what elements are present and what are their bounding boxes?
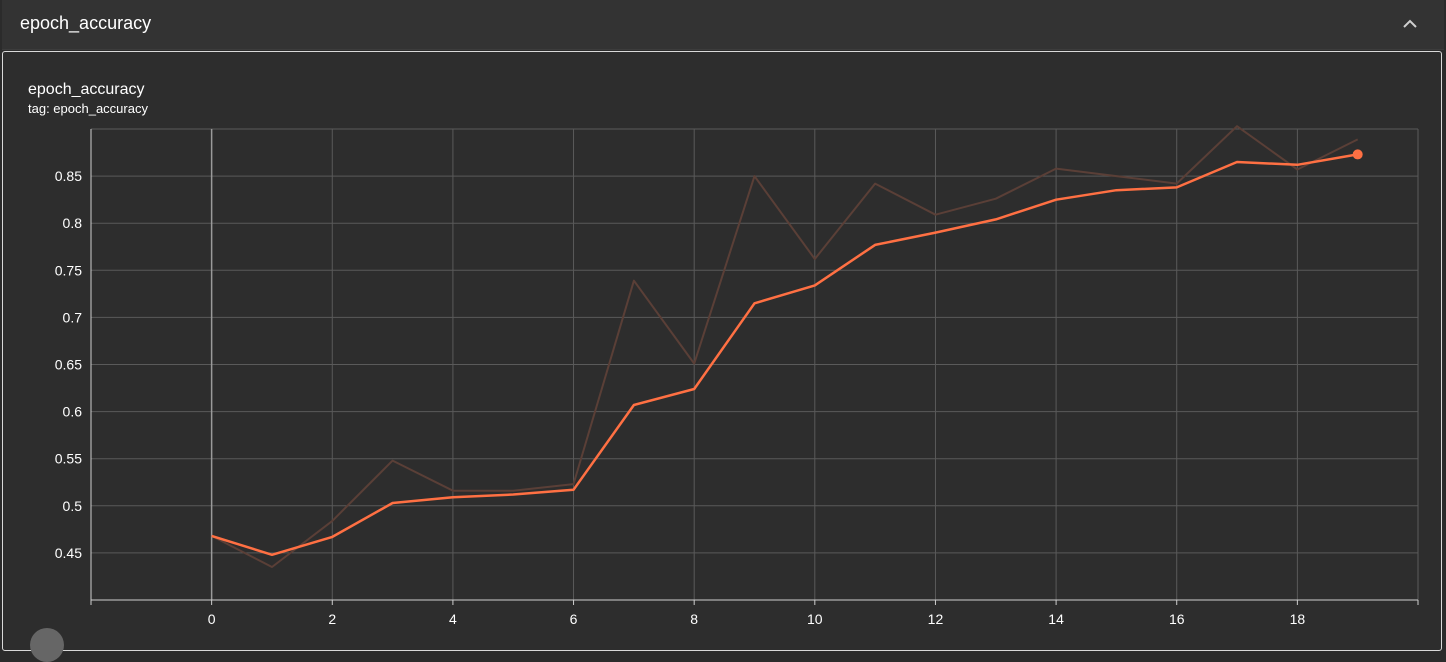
line-chart[interactable]: 0.45 0.5 0.55 0.6 0.65 0.7 0.75 0.8 0.85 0 2 4 6 8 10 1…: [0, 0, 1446, 633]
y-tick-label: 0.55: [55, 451, 82, 467]
y-tick-label: 0.75: [55, 262, 82, 278]
section-header: epoch_accuracy: [2, 0, 1444, 50]
y-tick-label: 0.8: [63, 215, 83, 231]
avatar[interactable]: [30, 628, 64, 662]
y-tick-label: 0.65: [55, 357, 82, 373]
x-tick-label: 16: [1169, 611, 1185, 627]
x-tick-label: 14: [1048, 611, 1064, 627]
x-tick-label: 12: [928, 611, 944, 627]
x-tick-label: 4: [449, 611, 457, 627]
x-tick-label: 8: [690, 611, 698, 627]
smoothed-series-line[interactable]: [211, 153, 1358, 557]
x-tick-label: 0: [208, 611, 216, 627]
y-tick-label: 0.85: [55, 168, 82, 184]
chart-title: epoch_accuracy: [28, 81, 145, 98]
y-tick-label: 0.6: [63, 404, 83, 420]
chart-tag: tag: epoch_accuracy: [28, 101, 148, 116]
x-tick-label: 6: [570, 611, 578, 627]
y-tick-label: 0.45: [55, 545, 82, 561]
y-tick-label: 0.7: [63, 309, 83, 325]
raw-series-line[interactable]: [211, 125, 1359, 568]
x-tick-label: 10: [807, 611, 823, 627]
x-tick-label: 2: [328, 611, 336, 627]
section-title: epoch_accuracy: [20, 13, 152, 33]
y-tick-label: 0.5: [63, 498, 83, 514]
chevron-up-icon[interactable]: [1398, 12, 1422, 36]
last-point-marker[interactable]: [1352, 149, 1363, 160]
x-tick-label: 18: [1290, 611, 1306, 627]
